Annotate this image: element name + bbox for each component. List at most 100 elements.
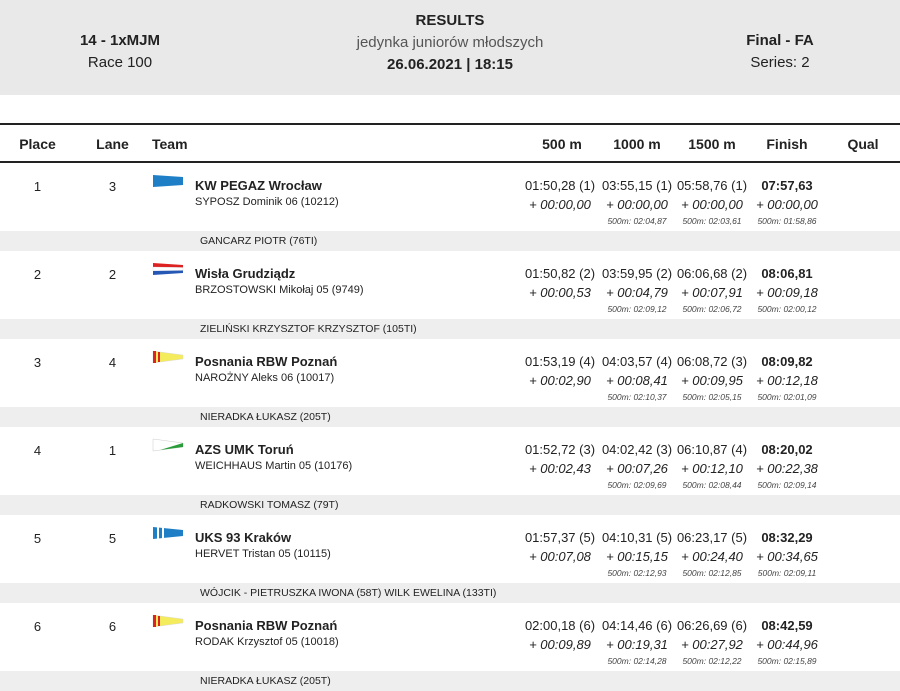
split-500-time: 02:00,18 (6) <box>524 618 596 633</box>
finish-pace: 500m: 02:09,14 <box>757 480 817 490</box>
place-value: 1 <box>33 179 42 194</box>
rower-name: HERVET Tristan 05 (10115) <box>195 548 331 560</box>
finish-time: 07:57,63 <box>761 178 813 193</box>
split-500-time: 01:52,72 (3) <box>524 442 596 457</box>
col-qual: Qual <box>847 136 879 152</box>
result-row: 1 3 KW PEGAZ Wrocław SYPOSZ Dominik 06 (… <box>0 163 900 231</box>
split-1500-diff: + 00:24,40 <box>681 549 743 564</box>
result-row: 6 6 Posnania RBW Poznań RODAK Krzysztof … <box>0 603 900 671</box>
split-1000-time: 04:14,46 (6) <box>601 618 673 633</box>
lane-value: 5 <box>108 531 117 546</box>
result-row: 3 4 Posnania RBW Poznań NAROŻNY Aleks 06… <box>0 339 900 407</box>
place-value: 3 <box>33 355 42 370</box>
split-1500-diff: + 00:12,10 <box>681 461 743 476</box>
race-series: Series: 2 <box>750 54 810 71</box>
split-500-diff: + 00:02,43 <box>529 461 591 476</box>
finish-diff: + 00:44,96 <box>756 637 818 652</box>
split-1000-time: 04:10,31 (5) <box>601 530 673 545</box>
split-1000-time: 04:02,42 (3) <box>601 442 673 457</box>
lane-value: 2 <box>108 267 117 282</box>
club-flag-icon <box>153 175 183 187</box>
results-header: 14 - 1xMJM Race 100 RESULTS jedynka juni… <box>0 0 900 95</box>
finish-diff: + 00:22,38 <box>756 461 818 476</box>
rower-name: BRZOSTOWSKI Mikołaj 05 (9749) <box>195 284 364 296</box>
results-rows: 1 3 KW PEGAZ Wrocław SYPOSZ Dominik 06 (… <box>0 163 900 691</box>
team-name: UKS 93 Kraków <box>195 530 292 545</box>
event-name: jedynka juniorów młodszych <box>356 34 544 51</box>
team-name: Wisła Grudziądz <box>195 266 296 281</box>
col-1500m: 1500 m <box>688 136 736 152</box>
finish-diff: + 00:00,00 <box>756 197 818 212</box>
coach-name: ZIELIŃSKI KRZYSZTOF KRZYSZTOF (105TI) <box>200 323 417 335</box>
split-1000-diff: + 00:08,41 <box>606 373 668 388</box>
coach-row: GANCARZ PIOTR (76TI) <box>0 231 900 251</box>
finish-pace: 500m: 02:00,12 <box>757 304 817 314</box>
race-phase: Final - FA <box>746 32 814 49</box>
result-row: 4 1 AZS UMK Toruń WEICHHAUS Martin 05 (1… <box>0 427 900 495</box>
event-info: RESULTS jedynka juniorów młodszych 26.06… <box>300 10 600 76</box>
team-name: AZS UMK Toruń <box>195 442 294 457</box>
split-1500-pace: 500m: 02:12,22 <box>682 656 742 666</box>
page-title: RESULTS <box>415 12 485 29</box>
coach-row: NIERADKA ŁUKASZ (205T) <box>0 671 900 691</box>
coach-name: WÓJCIK - PIETRUSZKA IWONA (58T) WILK EWE… <box>200 587 497 599</box>
coach-row: ZIELIŃSKI KRZYSZTOF KRZYSZTOF (105TI) <box>0 319 900 339</box>
split-1000-time: 04:03,57 (4) <box>601 354 673 369</box>
table-header: Place Lane Team 500 m 1000 m 1500 m Fini… <box>0 123 900 163</box>
place-value: 6 <box>33 619 42 634</box>
col-place: Place <box>19 136 56 152</box>
club-flag-icon <box>152 350 184 364</box>
split-1000-pace: 500m: 02:12,93 <box>607 568 667 578</box>
split-1000-time: 03:59,95 (2) <box>601 266 673 281</box>
split-500-time: 01:50,28 (1) <box>524 178 596 193</box>
coach-name: GANCARZ PIOTR (76TI) <box>200 235 318 247</box>
phase-info: Final - FA Series: 2 <box>700 30 860 74</box>
finish-time: 08:09,82 <box>761 354 813 369</box>
finish-diff: + 00:12,18 <box>756 373 818 388</box>
club-flag-icon <box>152 614 184 628</box>
finish-pace: 500m: 02:15,89 <box>757 656 817 666</box>
race-class: 14 - 1xMJM <box>79 32 161 49</box>
team-name: Posnania RBW Poznań <box>195 618 338 633</box>
coach-name: NIERADKA ŁUKASZ (205T) <box>200 411 331 423</box>
split-1000-pace: 500m: 02:09,69 <box>607 480 667 490</box>
finish-diff: + 00:34,65 <box>756 549 818 564</box>
lane-value: 4 <box>108 355 117 370</box>
lane-value: 6 <box>108 619 117 634</box>
split-1000-pace: 500m: 02:04,87 <box>607 216 667 226</box>
rower-name: WEICHHAUS Martin 05 (10176) <box>195 460 353 472</box>
result-row: 5 5 UKS 93 Kraków HERVET Tristan 05 (101… <box>0 515 900 583</box>
split-1500-diff: + 00:00,00 <box>681 197 743 212</box>
col-500m: 500 m <box>542 136 582 152</box>
split-1500-diff: + 00:07,91 <box>681 285 743 300</box>
split-1500-pace: 500m: 02:06,72 <box>682 304 742 314</box>
split-1000-pace: 500m: 02:10,37 <box>607 392 667 402</box>
club-flag-icon <box>152 263 184 275</box>
split-500-diff: + 00:00,53 <box>529 285 591 300</box>
split-500-time: 01:53,19 (4) <box>524 354 596 369</box>
finish-time: 08:32,29 <box>761 530 813 545</box>
split-500-diff: + 00:09,89 <box>529 637 591 652</box>
split-1500-time: 06:08,72 (3) <box>676 354 748 369</box>
coach-name: NIERADKA ŁUKASZ (205T) <box>200 675 331 687</box>
finish-time: 08:06,81 <box>761 266 813 281</box>
split-1000-diff: + 00:19,31 <box>606 637 668 652</box>
split-1000-diff: + 00:04,79 <box>606 285 668 300</box>
rower-name: NAROŻNY Aleks 06 (10017) <box>195 372 335 384</box>
finish-time: 08:20,02 <box>761 442 813 457</box>
split-1500-diff: + 00:27,92 <box>681 637 743 652</box>
split-1000-pace: 500m: 02:09,12 <box>607 304 667 314</box>
place-value: 2 <box>33 267 42 282</box>
finish-pace: 500m: 01:58,86 <box>757 216 817 226</box>
coach-name: RADKOWSKI TOMASZ (79T) <box>200 499 339 511</box>
coach-row: NIERADKA ŁUKASZ (205T) <box>0 407 900 427</box>
club-flag-icon <box>152 438 184 452</box>
split-1500-pace: 500m: 02:12,85 <box>682 568 742 578</box>
team-name: KW PEGAZ Wrocław <box>195 178 322 193</box>
split-1500-time: 06:23,17 (5) <box>676 530 748 545</box>
place-value: 5 <box>33 531 42 546</box>
col-lane: Lane <box>96 136 129 152</box>
split-1000-time: 03:55,15 (1) <box>601 178 673 193</box>
split-1500-pace: 500m: 02:03,61 <box>682 216 742 226</box>
team-name: Posnania RBW Poznań <box>195 354 338 369</box>
